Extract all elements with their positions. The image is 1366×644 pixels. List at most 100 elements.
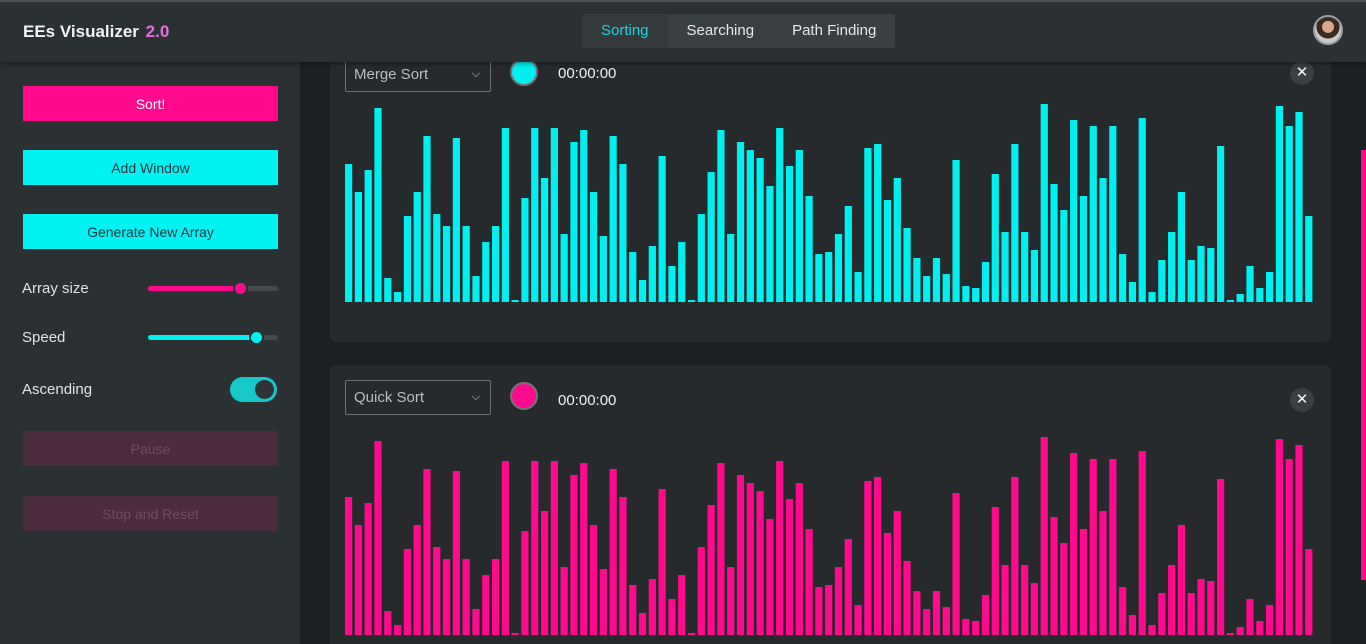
array-bar xyxy=(550,461,558,635)
array-bar xyxy=(932,591,941,635)
array-bar xyxy=(785,166,794,302)
array-bar xyxy=(1295,112,1303,302)
array-bar xyxy=(345,497,353,635)
color-dot-merge[interactable] xyxy=(510,62,538,86)
array-bar xyxy=(1089,126,1097,302)
avatar[interactable] xyxy=(1313,15,1343,45)
array-bar xyxy=(393,292,402,302)
array-bar xyxy=(354,525,362,635)
array-bar xyxy=(766,519,774,635)
ascending-toggle[interactable] xyxy=(230,377,277,402)
array-bar xyxy=(599,236,607,302)
array-bar xyxy=(991,507,999,635)
array-bar xyxy=(1236,294,1244,302)
array-bar xyxy=(1295,445,1303,635)
array-bar xyxy=(609,469,617,635)
array-bar xyxy=(981,595,990,635)
array-bar xyxy=(746,150,754,302)
array-bar xyxy=(795,483,803,635)
array-bar xyxy=(795,150,803,302)
array-bar xyxy=(805,196,813,302)
control-sidebar: Sort! Add Window Generate New Array Arra… xyxy=(0,62,300,644)
speed-slider[interactable] xyxy=(148,330,278,345)
array-bar xyxy=(756,491,764,635)
array-bar xyxy=(942,607,950,635)
stop-reset-button[interactable]: Stop and Reset xyxy=(23,496,278,531)
array-bar xyxy=(1305,549,1313,635)
array-bar xyxy=(433,214,441,302)
array-bar xyxy=(1246,266,1254,302)
scrollbar-thumb[interactable] xyxy=(1361,150,1366,580)
array-bar xyxy=(1040,104,1048,302)
array-bar xyxy=(423,469,431,635)
pause-button[interactable]: Pause xyxy=(23,431,278,466)
array-bar xyxy=(903,561,911,635)
array-bar xyxy=(1001,565,1009,635)
array-bar xyxy=(746,483,754,635)
array-bar xyxy=(1197,246,1205,302)
algorithm-select-merge[interactable]: Merge Sort ⌵ xyxy=(345,62,491,92)
app-name: EEs Visualizer xyxy=(23,22,139,41)
array-bar xyxy=(1119,587,1127,635)
sort-button[interactable]: Sort! xyxy=(23,86,278,121)
tab-searching[interactable]: Searching xyxy=(686,22,755,39)
array-bar xyxy=(1021,232,1029,302)
array-bar xyxy=(1158,260,1166,302)
ascending-toggle-knob xyxy=(255,380,274,399)
array-bar xyxy=(403,549,411,635)
close-icon[interactable]: ✕ xyxy=(1290,388,1314,412)
array-bar xyxy=(736,142,745,302)
app-title: EEs Visualizer 2.0 xyxy=(23,22,169,42)
array-bar xyxy=(1275,439,1284,635)
array-bar xyxy=(354,192,362,302)
chevron-down-icon: ⌵ xyxy=(471,68,480,80)
array-bar xyxy=(570,475,578,635)
array-size-slider[interactable] xyxy=(148,281,278,296)
array-bar xyxy=(776,461,784,635)
array-bar xyxy=(1207,581,1215,635)
generate-array-button[interactable]: Generate New Array xyxy=(23,214,278,249)
array-bar xyxy=(531,128,539,302)
array-bar xyxy=(825,585,833,635)
algorithm-select-merge-value: Merge Sort xyxy=(354,66,429,83)
array-bar xyxy=(413,192,421,302)
array-bar xyxy=(1128,282,1137,302)
add-window-button[interactable]: Add Window xyxy=(23,150,278,185)
sort-window-merge: Merge Sort ⌵ 00:00:00 ✕ xyxy=(330,62,1331,342)
array-bar xyxy=(981,262,990,302)
array-size-thumb[interactable] xyxy=(233,281,249,296)
array-bar xyxy=(1138,451,1146,635)
array-bar xyxy=(707,505,715,635)
array-bar xyxy=(1060,210,1068,302)
array-bar xyxy=(629,252,637,302)
ascending-label: Ascending xyxy=(22,381,93,398)
speed-fill xyxy=(148,335,256,340)
close-icon[interactable]: ✕ xyxy=(1290,62,1314,85)
array-bar xyxy=(472,609,480,635)
array-bar xyxy=(1158,593,1166,635)
color-dot-quick[interactable] xyxy=(510,382,538,410)
array-bar xyxy=(384,611,392,635)
array-bar xyxy=(952,493,960,635)
tab-path-finding[interactable]: Path Finding xyxy=(792,22,877,39)
array-bar xyxy=(952,160,960,302)
array-bar xyxy=(580,130,588,302)
array-bar xyxy=(717,130,725,302)
array-bar xyxy=(815,254,823,302)
array-bar xyxy=(364,170,372,302)
chevron-down-icon: ⌵ xyxy=(471,391,480,403)
array-bar xyxy=(854,272,862,302)
algorithm-select-quick[interactable]: Quick Sort ⌵ xyxy=(345,380,491,415)
array-bar xyxy=(589,192,598,302)
speed-thumb[interactable] xyxy=(248,330,264,345)
array-bar xyxy=(785,499,794,635)
array-bar xyxy=(1050,517,1058,635)
tab-sorting[interactable]: Sorting xyxy=(582,14,668,48)
array-bar xyxy=(1256,288,1264,302)
array-bar xyxy=(1030,250,1039,302)
app-version: 2.0 xyxy=(145,22,170,41)
array-bar xyxy=(766,186,774,302)
array-bar xyxy=(1305,216,1313,302)
array-bar xyxy=(1168,232,1176,302)
speed-label: Speed xyxy=(22,329,66,346)
